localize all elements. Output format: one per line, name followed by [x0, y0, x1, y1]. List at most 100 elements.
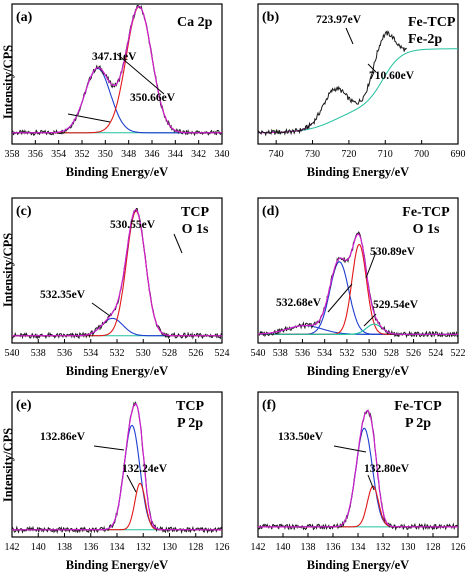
x-axis-label: Binding Energy/eV: [307, 364, 409, 378]
x-tick-label: 356: [28, 149, 43, 160]
x-tick-label: 530: [362, 348, 377, 359]
annotation-leader: [333, 445, 367, 453]
x-tick-label: 348: [121, 149, 136, 160]
x-tick-label: 136: [83, 542, 98, 553]
annotation-leader: [345, 27, 354, 45]
y-axis-label: Intensity/CPS: [1, 233, 15, 307]
x-tick-label: 536: [57, 348, 72, 359]
annotation-leader: [327, 283, 353, 313]
annotation-leader: [173, 233, 183, 254]
x-tick-label: 142: [5, 542, 20, 553]
plot-frame: [11, 3, 223, 145]
x-tick-label: 532: [339, 348, 354, 359]
annotation-leader: [116, 53, 165, 95]
fit-envelope: [258, 410, 458, 528]
peak-annotation: 530.55eV: [110, 219, 156, 231]
annotation-leader: [365, 251, 377, 279]
x-tick-label: 740: [269, 149, 284, 160]
x-tick-label: 534: [317, 348, 332, 359]
x-tick-label: 540: [5, 348, 20, 359]
fit-envelope: [12, 5, 222, 134]
x-tick-label: 132: [376, 542, 391, 553]
legend-entry: O 1s: [182, 222, 209, 237]
peak-annotation: 710.60eV: [369, 70, 415, 82]
chart-panel-5: 142 140 138 136 134 132 130 128 126 Binding Energ…: [251, 391, 466, 572]
peak-annotation: 133.50eV: [278, 431, 324, 443]
x-tick-label: 540: [251, 348, 266, 359]
x-tick-label: 526: [188, 348, 203, 359]
annotation-leader: [363, 313, 377, 327]
legend-entry: Fe-TCP: [394, 399, 442, 414]
peak-annotation: 347.11eV: [92, 51, 137, 63]
chart-panel-1: 740 730 720 710 700 690 Binding Energy/eV (b) Fe…: [257, 3, 466, 179]
x-tick-label: 140: [31, 542, 46, 553]
peak-annotation: 132.86eV: [40, 431, 86, 443]
peak-annotation: 532.68eV: [276, 297, 322, 309]
x-tick-label: 720: [341, 149, 356, 160]
peak-annotation: 132.24eV: [122, 463, 168, 475]
peak-annotation: 532.35eV: [40, 289, 86, 301]
x-tick-label: 128: [426, 542, 441, 553]
legend-entry: P 2p: [405, 416, 431, 431]
x-tick-label: 354: [51, 149, 66, 160]
fitted-peak: [12, 482, 222, 531]
panel-label: (b): [262, 10, 279, 25]
x-tick-label: 730: [305, 149, 320, 160]
x-axis-label: Binding Energy/eV: [66, 165, 168, 179]
x-tick-label: 130: [401, 542, 416, 553]
fitted-peak: [258, 243, 458, 335]
panel-label: (f): [262, 398, 276, 413]
x-tick-label: 530: [136, 348, 151, 359]
peak-annotation: 529.54eV: [373, 299, 419, 311]
legend-entry: Fe-2p: [408, 32, 442, 47]
y-axis-label: Intensity/CPS: [1, 45, 15, 119]
x-axis-label: Binding Energy/eV: [307, 558, 409, 572]
fit-envelope: [12, 209, 222, 337]
chart-panel-2: 540 538 536 534 532 530 528 526 524 Binding Energ…: [1, 197, 230, 378]
plot-frame: [257, 197, 459, 344]
x-tick-label: 710: [378, 149, 393, 160]
x-tick-label: 690: [451, 149, 466, 160]
panel-label: (d): [262, 204, 279, 219]
x-tick-label: 524: [428, 348, 443, 359]
background-line: [258, 48, 458, 134]
x-axis-label: Binding Energy/eV: [66, 364, 168, 378]
annotation-leader: [67, 113, 111, 123]
x-tick-label: 140: [276, 542, 291, 553]
x-tick-label: 126: [451, 542, 466, 553]
legend-entry: Fe-TCP: [402, 205, 450, 220]
x-tick-label: 134: [351, 542, 366, 553]
x-axis-label: Binding Energy/eV: [66, 558, 168, 572]
fit-envelope: [12, 403, 222, 531]
legend-entry: P 2p: [177, 416, 203, 431]
fit-envelope: [258, 233, 458, 335]
x-tick-label: 350: [98, 149, 113, 160]
raw-spectrum: [257, 29, 407, 137]
peak-annotation: 350.66eV: [130, 92, 176, 104]
fitted-peak: [258, 485, 458, 528]
annotation-leader: [91, 302, 111, 317]
peak-annotation: 723.97eV: [316, 14, 362, 26]
fitted-peak: [12, 67, 222, 134]
x-tick-label: 342: [191, 149, 206, 160]
y-axis-label: Intensity/CPS: [1, 428, 15, 502]
x-tick-label: 536: [295, 348, 310, 359]
panel-label: (e): [16, 398, 32, 413]
legend-entry: TCP: [181, 205, 209, 220]
x-tick-label: 538: [273, 348, 288, 359]
x-tick-label: 538: [31, 348, 46, 359]
x-tick-label: 340: [215, 149, 230, 160]
legend-entry: Fe-TCP: [408, 15, 456, 30]
x-tick-label: 526: [406, 348, 421, 359]
x-tick-label: 138: [57, 542, 72, 553]
x-tick-label: 128: [188, 542, 203, 553]
legend-entry: TCP: [176, 399, 204, 414]
panels: 358 356 354 352 350 348 346 344 342 340 Binding En…: [1, 3, 466, 572]
x-axis-label: Binding Energy/eV: [307, 165, 409, 179]
fit-envelope: [258, 123, 313, 134]
annotation-leader: [126, 474, 137, 493]
x-tick-label: 138: [301, 542, 316, 553]
x-tick-label: 136: [326, 542, 341, 553]
chart-panel-3: 540 538 536 534 532 530 528 526 524 522 Binding En…: [251, 197, 466, 378]
x-tick-label: 352: [75, 149, 90, 160]
